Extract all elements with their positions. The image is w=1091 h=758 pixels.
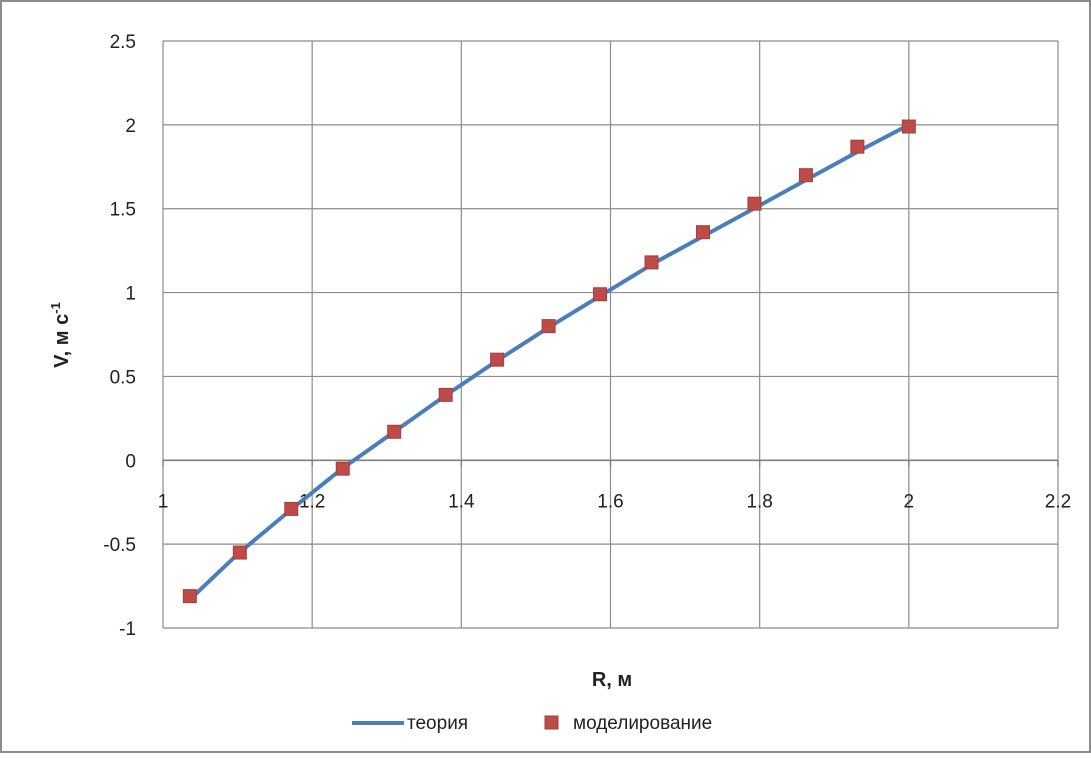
data-point-simulation	[387, 424, 402, 439]
data-point-simulation	[335, 461, 350, 476]
data-point-simulation	[644, 255, 659, 270]
y-tick-label: -1	[119, 619, 136, 640]
y-tick-label: 2.5	[110, 32, 136, 53]
data-point-simulation	[747, 196, 762, 211]
y-tick-label: 1.5	[110, 200, 136, 221]
grid-layer	[162, 40, 1059, 629]
x-axis-title: R, м	[592, 669, 632, 691]
data-point-simulation	[284, 501, 299, 516]
y-tick-labels: -1 -0.5 0 0.5 1 1.5 2 2.5	[103, 32, 136, 640]
x-tick-label: 1	[158, 491, 169, 512]
legend-label-simulation: моделирование	[573, 713, 712, 734]
data-point-simulation	[798, 168, 813, 183]
y-tick-label: 1	[125, 284, 136, 305]
y-axis-title: V, м с-1	[48, 302, 73, 368]
y-tick-label: 0.5	[110, 367, 136, 388]
data-point-simulation	[490, 352, 505, 367]
x-tick-label: 1.8	[746, 491, 772, 512]
legend-marker-swatch	[544, 715, 559, 730]
data-point-simulation	[695, 225, 710, 240]
data-point-simulation	[232, 545, 247, 560]
y-tick-label: 0	[125, 451, 136, 472]
x-tick-label: 2	[904, 491, 915, 512]
data-point-simulation	[182, 589, 197, 604]
data-point-simulation	[850, 139, 865, 154]
x-tick-label: 2.2	[1045, 491, 1071, 512]
legend: теория моделирование	[352, 713, 712, 734]
data-point-simulation	[593, 287, 608, 302]
x-tick-label: 1.6	[597, 491, 623, 512]
data-point-simulation	[438, 387, 453, 402]
series-layer	[182, 119, 916, 604]
y-axis-title-main: V, м с	[51, 314, 73, 368]
y-tick-label: -0.5	[103, 535, 136, 556]
x-tick-labels: 1 1.2 1.4 1.6 1.8 2 2.2	[158, 491, 1072, 512]
legend-label-theory: теория	[407, 713, 468, 734]
y-axis-title-superscript: -1	[48, 302, 63, 314]
x-tick-label: 1.4	[448, 491, 475, 512]
y-tick-label: 2	[125, 116, 136, 137]
data-point-simulation	[901, 119, 916, 134]
data-point-simulation	[541, 319, 556, 334]
